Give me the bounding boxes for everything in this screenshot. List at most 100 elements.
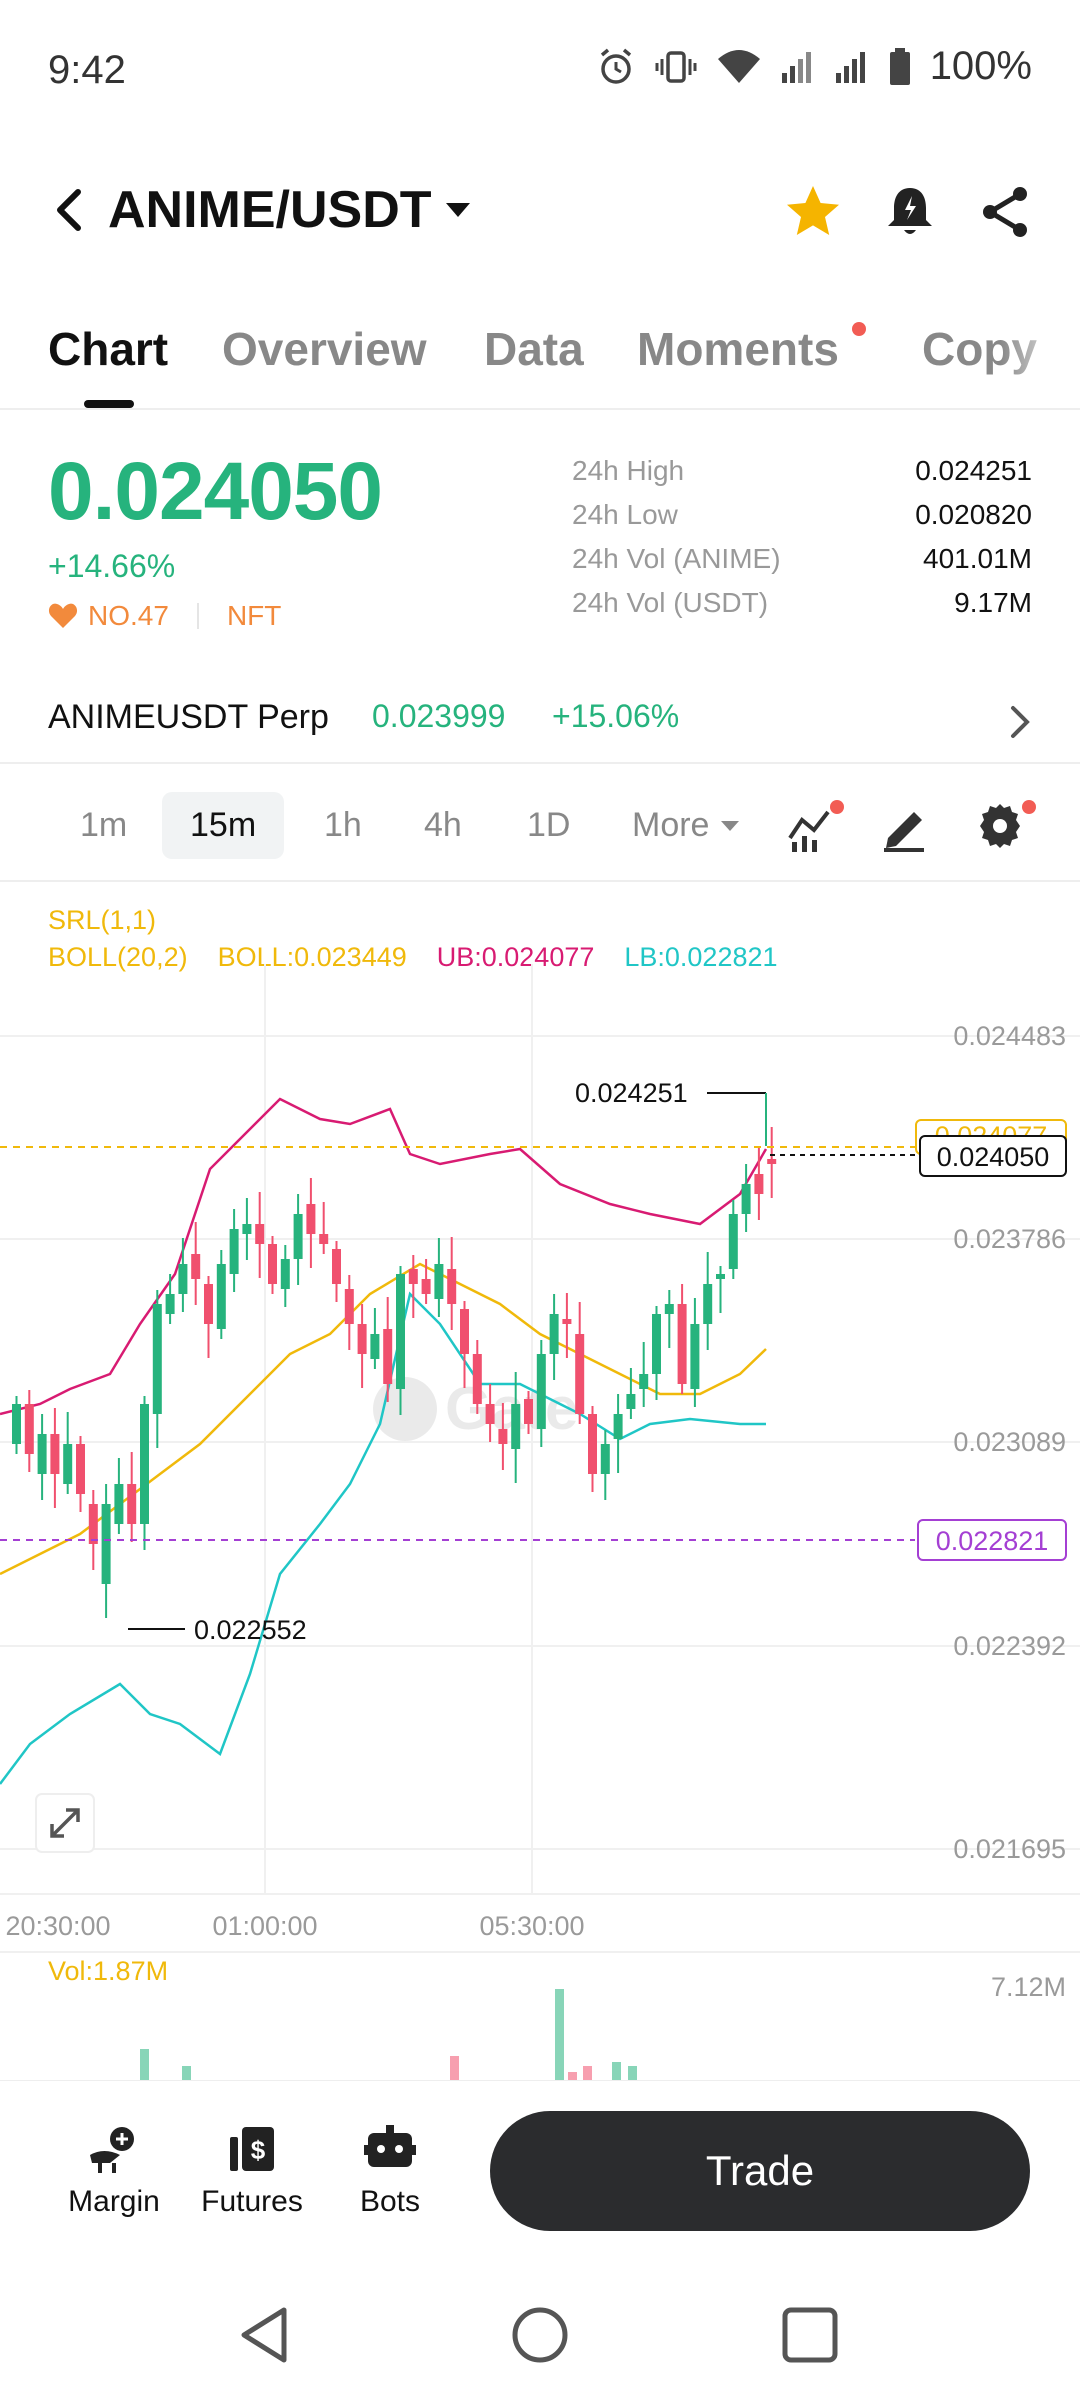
candle-body <box>165 1294 175 1314</box>
system-recents-icon[interactable] <box>775 2300 845 2370</box>
nav-bots-label: Bots <box>359 2185 421 2218</box>
candle-body <box>716 1274 725 1279</box>
candle-body <box>204 1284 213 1324</box>
boll-value: BOLL:0.023449 <box>217 942 407 972</box>
volume-bar <box>583 2066 592 2084</box>
candle-body <box>511 1404 521 1449</box>
interval-1d[interactable]: 1D <box>527 806 571 844</box>
boll-params: BOLL(20,2) <box>48 942 188 972</box>
settings-dot <box>1022 800 1036 814</box>
high-annotation: 0.024251 <box>575 1078 767 1146</box>
high-label: 0.024251 <box>575 1078 688 1108</box>
candle-body <box>408 1269 418 1284</box>
stat-value: 0.020820 <box>915 499 1032 530</box>
nav-futures[interactable]: $ Futures <box>192 2121 312 2219</box>
indicators-icon[interactable] <box>784 798 840 854</box>
candle-body <box>255 1224 265 1244</box>
lower-band-line <box>0 1291 766 1785</box>
margin-icon <box>90 2127 134 2173</box>
header: ANIME/USDT <box>0 160 1080 260</box>
nav-margin[interactable]: Margin <box>54 2121 174 2219</box>
middle-band-line <box>0 1262 767 1576</box>
volume-bar <box>568 2072 577 2084</box>
candle-body <box>280 1259 290 1289</box>
pair-selector[interactable]: ANIME/USDT <box>108 180 470 240</box>
interval-1m[interactable]: 1m <box>80 806 128 844</box>
price-alert-bell-icon[interactable] <box>880 182 940 242</box>
candle-body <box>101 1504 111 1584</box>
stat-row: 24h Low 0.020820 <box>572 499 1032 543</box>
interval-more[interactable]: More <box>632 806 740 845</box>
alarm-icon <box>600 48 631 84</box>
candle-body <box>306 1204 316 1234</box>
candle-body <box>613 1414 623 1439</box>
volume-bar <box>140 2049 149 2084</box>
y-tick: 0.023786 <box>953 1224 1066 1254</box>
interval-15m[interactable]: 15m <box>162 792 285 859</box>
perp-link-row[interactable]: ANIMEUSDT Perp 0.023999 +15.06% <box>0 688 1080 764</box>
candle-body <box>370 1334 380 1359</box>
candle-body <box>524 1399 533 1424</box>
volume-bar <box>182 2066 191 2084</box>
expand-chart-icon <box>35 1793 95 1853</box>
price-change-percent: +14.66% <box>48 548 176 584</box>
heart-rank-icon <box>48 603 78 628</box>
candle-body <box>76 1444 85 1494</box>
last-price: 0.024050 <box>48 446 383 537</box>
candle-body <box>421 1279 431 1294</box>
tab-data[interactable]: Data <box>484 323 584 375</box>
candle-body <box>472 1354 482 1404</box>
chart-grid <box>0 964 1080 1953</box>
indicator-legend: SRL(1,1) BOLL(20,2) BOLL:0.023449 UB:0.0… <box>48 902 778 976</box>
volume-bar <box>555 1989 564 2084</box>
candle-body <box>37 1434 47 1474</box>
candle-body <box>626 1394 636 1409</box>
srl-label: SRL(1,1) <box>48 905 157 935</box>
candle-body <box>575 1334 585 1414</box>
volume-bars <box>140 1989 637 2084</box>
candle-body <box>677 1304 687 1384</box>
low-annotation: 0.022552 <box>128 1615 307 1645</box>
candle-body <box>447 1269 457 1304</box>
bollinger-bands <box>0 1097 768 1785</box>
perp-name: ANIMEUSDT Perp <box>48 698 329 736</box>
tab-overview[interactable]: Overview <box>222 323 427 375</box>
y-tick: 0.021695 <box>953 1834 1066 1864</box>
candle-body <box>344 1289 354 1324</box>
y-tick: 0.022392 <box>953 1631 1066 1661</box>
vol-max: 7.12M <box>991 1972 1066 2002</box>
draw-pencil-icon[interactable] <box>878 798 934 854</box>
status-time: 9:42 <box>48 48 126 92</box>
tab-chart[interactable]: Chart <box>48 323 169 375</box>
nav-margin-label: Margin <box>68 2185 160 2218</box>
settings-gear-icon[interactable] <box>972 798 1028 854</box>
candlestick-chart[interactable]: SRL(1,1) BOLL(20,2) BOLL:0.023449 UB:0.0… <box>0 884 1080 2084</box>
tab-moments[interactable]: Moments <box>637 323 839 375</box>
back-arrow-icon[interactable] <box>44 180 94 240</box>
candle-body <box>242 1224 252 1234</box>
chart-canvas[interactable]: Gate 0.024077 0.024050 0.022821 0.024251 <box>0 884 1080 2084</box>
nav-bots[interactable]: Bots <box>330 2121 450 2219</box>
stat-row: 24h Vol (ANIME) 401.01M <box>572 543 1032 587</box>
candle-body <box>434 1264 444 1299</box>
status-bar: 9:42 100% <box>0 0 1080 140</box>
candle-body <box>114 1484 124 1524</box>
favorite-star-icon[interactable] <box>783 182 843 242</box>
system-home-icon[interactable] <box>505 2300 575 2370</box>
trade-button[interactable]: Trade <box>490 2111 1030 2231</box>
upper-band-line <box>0 1097 768 1416</box>
rank-separator <box>196 603 199 629</box>
system-back-icon[interactable] <box>232 2300 302 2370</box>
category-tag[interactable]: NFT <box>226 600 282 631</box>
candle-body <box>50 1434 60 1474</box>
candle-body <box>754 1174 764 1194</box>
candle-body <box>191 1254 201 1279</box>
interval-1h[interactable]: 1h <box>324 806 362 844</box>
vibrate-icon <box>655 50 697 83</box>
signal-icon-2 <box>835 51 865 83</box>
candle-body <box>690 1324 700 1389</box>
bots-robot-icon <box>364 2125 416 2167</box>
interval-4h[interactable]: 4h <box>424 806 462 844</box>
share-icon[interactable] <box>976 182 1036 242</box>
nav-futures-label: Futures <box>201 2185 303 2218</box>
